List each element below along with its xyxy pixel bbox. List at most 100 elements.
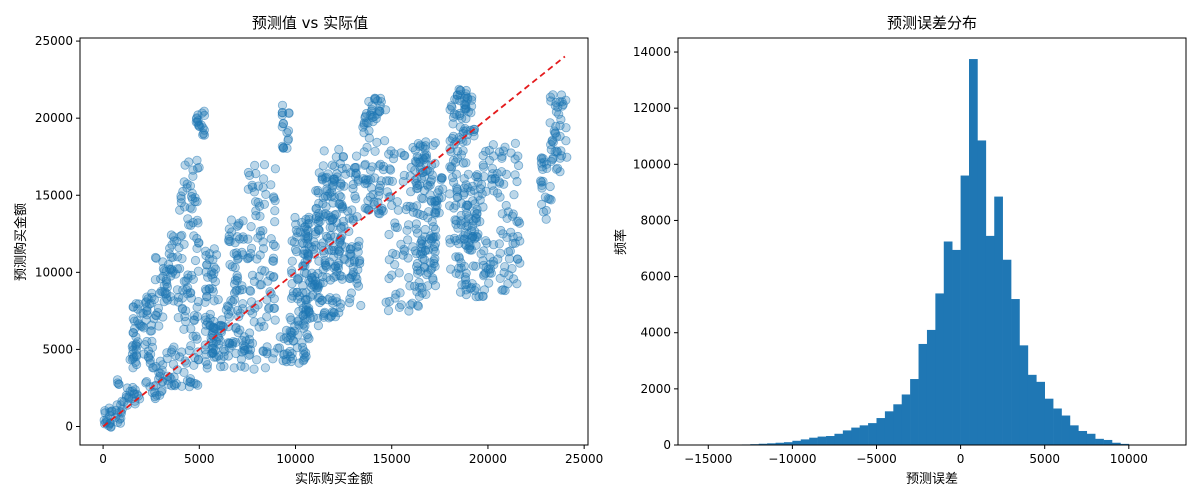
scatter-point bbox=[545, 181, 555, 192]
scatter-point bbox=[166, 265, 176, 275]
scatter-point bbox=[510, 138, 521, 148]
scatter-point bbox=[270, 315, 280, 325]
histogram-bar bbox=[952, 249, 961, 445]
scatter-point bbox=[484, 155, 495, 165]
scatter-point bbox=[392, 222, 402, 233]
scatter-point bbox=[163, 371, 173, 381]
scatter-point bbox=[177, 347, 187, 357]
scatter-point bbox=[141, 378, 151, 388]
scatter-point bbox=[375, 209, 385, 219]
scatter-point bbox=[230, 262, 240, 273]
scatter-point bbox=[425, 177, 436, 187]
scatter-point bbox=[319, 146, 329, 156]
scatter-point bbox=[192, 302, 202, 312]
scatter-point bbox=[190, 255, 201, 266]
scatter-point bbox=[555, 131, 565, 141]
scatter-point bbox=[485, 252, 495, 262]
scatter-point bbox=[168, 359, 178, 369]
scatter-point bbox=[428, 140, 438, 150]
scatter-point bbox=[353, 281, 364, 291]
histogram-x-axis-label: 预测误差 bbox=[906, 472, 958, 487]
scatter-point bbox=[201, 312, 211, 322]
scatter-point bbox=[102, 414, 112, 425]
scatter-point bbox=[233, 305, 243, 315]
scatter-point bbox=[411, 178, 421, 188]
scatter-point bbox=[403, 253, 413, 263]
scatter-point bbox=[338, 152, 348, 162]
scatter-point bbox=[420, 141, 431, 151]
scatter-point bbox=[142, 302, 152, 312]
scatter-point bbox=[402, 225, 412, 235]
scatter-point bbox=[398, 250, 408, 260]
scatter-point bbox=[270, 164, 280, 174]
histogram-bar bbox=[1095, 438, 1104, 445]
y-tick-label: 5000 bbox=[42, 342, 73, 356]
scatter-point bbox=[287, 268, 297, 278]
scatter-point bbox=[179, 239, 189, 249]
scatter-point bbox=[430, 224, 441, 235]
scatter-point bbox=[536, 199, 547, 209]
scatter-point bbox=[384, 176, 394, 186]
scatter-point bbox=[277, 107, 287, 118]
scatter-point bbox=[188, 165, 198, 175]
scatter-point bbox=[461, 85, 471, 96]
scatter-point bbox=[142, 306, 152, 316]
scatter-point bbox=[178, 186, 188, 197]
histogram-bar bbox=[783, 442, 793, 445]
scatter-point bbox=[434, 208, 444, 218]
histogram-bar bbox=[1002, 259, 1012, 445]
scatter-point bbox=[311, 203, 321, 213]
scatter-point bbox=[420, 153, 430, 163]
x-tick-label: 15000 bbox=[373, 452, 411, 466]
scatter-point bbox=[423, 281, 433, 291]
scatter-point bbox=[336, 299, 346, 309]
scatter-point bbox=[359, 147, 369, 157]
scatter-point bbox=[229, 294, 240, 304]
scatter-point bbox=[183, 273, 193, 283]
scatter-point bbox=[512, 176, 522, 187]
scatter-point bbox=[166, 230, 176, 240]
scatter-point bbox=[243, 253, 253, 263]
scatter-point bbox=[387, 176, 397, 186]
scatter-point bbox=[321, 231, 331, 241]
scatter-point bbox=[412, 287, 422, 297]
scatter-point bbox=[192, 197, 202, 207]
scatter-point bbox=[152, 390, 162, 400]
scatter-point bbox=[257, 265, 267, 275]
scatter-point bbox=[238, 232, 248, 242]
histogram-bar bbox=[918, 343, 928, 445]
scatter-point bbox=[180, 160, 190, 170]
scatter-point bbox=[216, 355, 226, 365]
scatter-point bbox=[388, 154, 399, 164]
scatter-point bbox=[256, 317, 266, 327]
scatter-point bbox=[403, 235, 413, 245]
y-tick-label: 0 bbox=[65, 420, 73, 434]
scatter-point bbox=[484, 145, 494, 155]
scatter-point bbox=[381, 297, 391, 307]
scatter-point bbox=[287, 256, 297, 266]
scatter-point bbox=[475, 217, 485, 227]
scatter-point bbox=[463, 183, 473, 193]
scatter-point bbox=[372, 137, 382, 147]
scatter-point bbox=[334, 199, 344, 209]
scatter-point bbox=[454, 263, 464, 273]
scatter-point bbox=[201, 267, 211, 277]
scatter-point bbox=[384, 296, 394, 307]
y-tick-label: 15000 bbox=[35, 188, 73, 202]
scatter-point bbox=[193, 266, 203, 276]
scatter-point bbox=[175, 205, 185, 215]
scatter-point bbox=[318, 210, 328, 220]
scatter-point bbox=[223, 309, 233, 319]
scatter-point bbox=[277, 100, 288, 110]
scatter-point bbox=[154, 321, 164, 331]
scatter-y-ticks: 0 5000 10000 15000 20000 25000 bbox=[35, 34, 80, 434]
scatter-point bbox=[394, 268, 404, 278]
x-tick-label: −15000 bbox=[684, 452, 732, 466]
scatter-point bbox=[477, 189, 487, 199]
scatter-point bbox=[412, 184, 422, 194]
scatter-point bbox=[487, 164, 497, 174]
scatter-point bbox=[329, 252, 339, 262]
scatter-point bbox=[368, 189, 378, 200]
scatter-point bbox=[186, 293, 196, 303]
y-tick-label: 10000 bbox=[633, 157, 671, 171]
